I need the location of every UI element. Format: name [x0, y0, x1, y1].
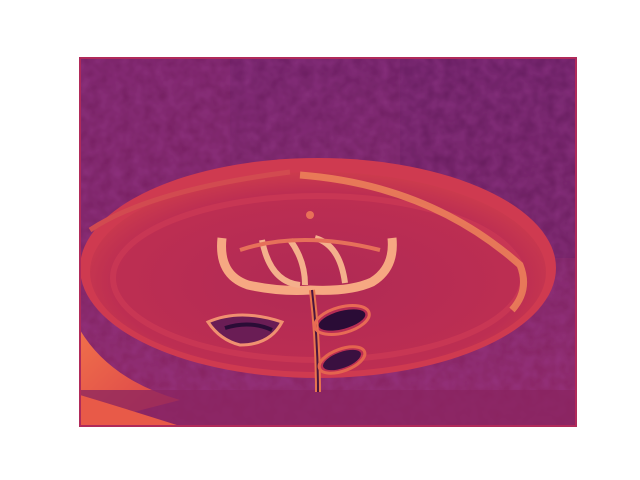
flower — [205, 211, 397, 393]
image-border — [79, 57, 577, 427]
image — [80, 58, 576, 426]
